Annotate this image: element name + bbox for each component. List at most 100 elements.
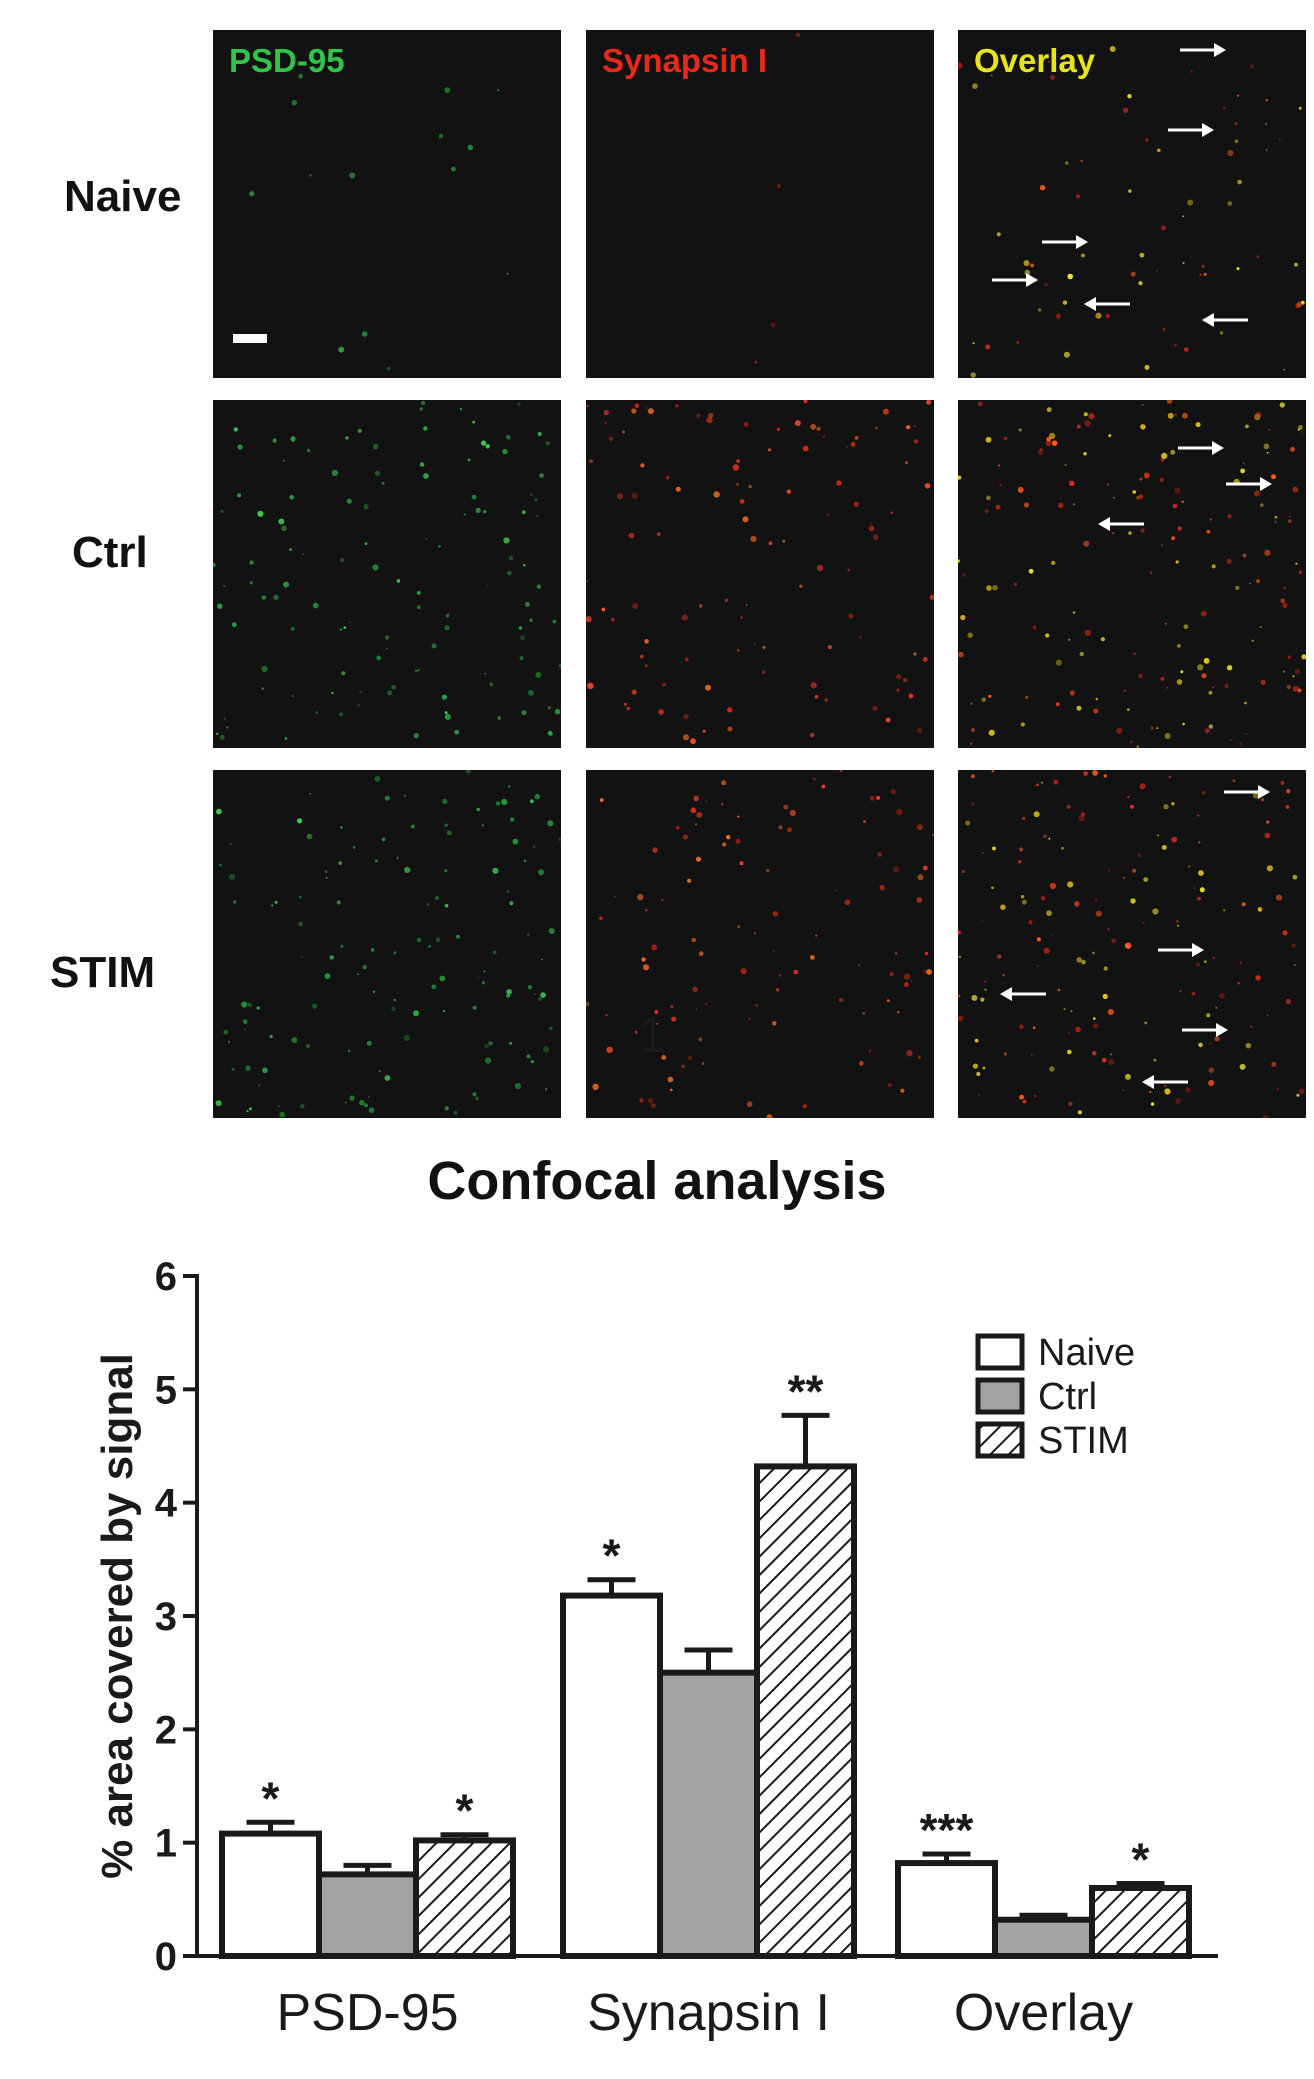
signal-speck <box>1122 107 1129 114</box>
signal-speck <box>1211 564 1216 569</box>
signal-speck <box>1175 560 1179 564</box>
signal-speck <box>991 770 994 773</box>
signal-speck <box>1045 440 1052 446</box>
signal-speck <box>1113 496 1115 499</box>
speckle-layer <box>754 32 801 364</box>
signal-speck <box>978 1093 981 1097</box>
signal-speck <box>1049 432 1056 440</box>
signal-speck <box>1242 462 1245 465</box>
signal-speck <box>858 964 860 967</box>
signal-speck <box>273 594 279 600</box>
signal-speck <box>812 777 816 781</box>
signal-speck <box>1156 270 1159 273</box>
signal-speck <box>1268 428 1271 431</box>
signal-speck <box>506 890 509 893</box>
signal-speck <box>1107 868 1111 872</box>
signal-speck <box>1030 263 1034 268</box>
signal-speck <box>481 981 486 985</box>
signal-speck <box>1197 896 1201 901</box>
signal-speck <box>338 861 343 865</box>
significance-marker: * <box>456 1785 474 1837</box>
signal-speck <box>1201 673 1207 679</box>
signal-speck <box>1019 1024 1024 1030</box>
signal-speck <box>289 548 292 551</box>
signal-speck <box>410 824 415 829</box>
signal-speck <box>606 1046 613 1053</box>
signal-speck <box>897 1010 900 1014</box>
signal-speck <box>1240 961 1242 964</box>
signal-speck <box>1297 425 1303 430</box>
signal-speck <box>916 897 923 903</box>
arrow-icon <box>1178 441 1224 455</box>
signal-speck <box>1183 347 1189 352</box>
signal-speck <box>419 462 425 467</box>
signal-speck <box>1255 411 1262 418</box>
signal-speck <box>483 510 487 514</box>
signal-speck <box>742 863 744 865</box>
signal-speck <box>1022 1099 1027 1104</box>
signal-speck <box>1294 668 1300 674</box>
signal-speck <box>1271 474 1276 480</box>
signal-speck <box>1070 1010 1073 1012</box>
signal-speck <box>1095 910 1102 917</box>
signal-speck <box>472 420 476 424</box>
signal-speck <box>917 727 923 734</box>
signal-speck <box>586 580 588 583</box>
signal-speck <box>1075 1026 1081 1033</box>
signal-speck <box>1159 477 1164 482</box>
signal-speck <box>906 425 911 430</box>
signal-speck <box>1136 495 1141 500</box>
signal-speck <box>1063 351 1070 358</box>
signal-speck <box>1111 938 1117 944</box>
scale-bar <box>233 334 267 343</box>
chart-title: Confocal analysis <box>427 1151 887 1211</box>
signal-speck <box>1208 1067 1215 1073</box>
signal-speck <box>754 642 756 645</box>
bar <box>560 1592 663 1959</box>
signal-speck <box>300 1104 305 1109</box>
signal-speck <box>1076 957 1082 963</box>
signal-speck <box>245 1065 251 1072</box>
signal-speck <box>750 535 757 542</box>
signal-speck <box>772 911 779 917</box>
signal-speck <box>1105 313 1110 319</box>
signal-speck <box>736 483 739 486</box>
signal-speck <box>1137 853 1141 858</box>
signal-speck <box>1124 689 1127 692</box>
signal-speck <box>1291 943 1296 948</box>
bar <box>992 1916 1095 1960</box>
signal-speck <box>223 1030 228 1035</box>
signal-speck <box>386 647 388 650</box>
signal-speck <box>438 545 441 548</box>
signal-speck <box>786 489 791 494</box>
signal-speck <box>795 32 801 38</box>
signal-speck <box>445 613 450 618</box>
signal-speck <box>656 1023 658 1025</box>
signal-speck <box>1285 805 1290 809</box>
signal-speck <box>466 770 471 774</box>
signal-speck <box>972 1063 978 1069</box>
signal-speck <box>1167 412 1174 419</box>
signal-speck <box>548 928 555 934</box>
bar <box>413 1837 516 1960</box>
bar <box>316 1871 419 1960</box>
signal-speck <box>340 826 343 829</box>
signal-speck <box>495 801 501 806</box>
signal-speck <box>425 538 427 540</box>
signal-speck <box>713 491 720 498</box>
signal-speck <box>637 893 644 901</box>
signal-speck <box>249 1107 252 1111</box>
signal-speck <box>272 438 277 443</box>
signal-speck <box>882 408 889 415</box>
signal-speck <box>226 726 229 729</box>
signal-speck <box>1193 887 1196 890</box>
signal-speck <box>438 133 444 139</box>
signal-speck <box>413 1010 419 1017</box>
signal-speck <box>906 1050 913 1057</box>
signal-speck <box>641 957 646 962</box>
signal-speck <box>528 689 534 696</box>
signal-speck <box>1127 94 1132 99</box>
signal-speck <box>1208 690 1213 695</box>
signal-speck <box>1208 724 1214 729</box>
panel-ctrl-psd95 <box>213 400 561 748</box>
